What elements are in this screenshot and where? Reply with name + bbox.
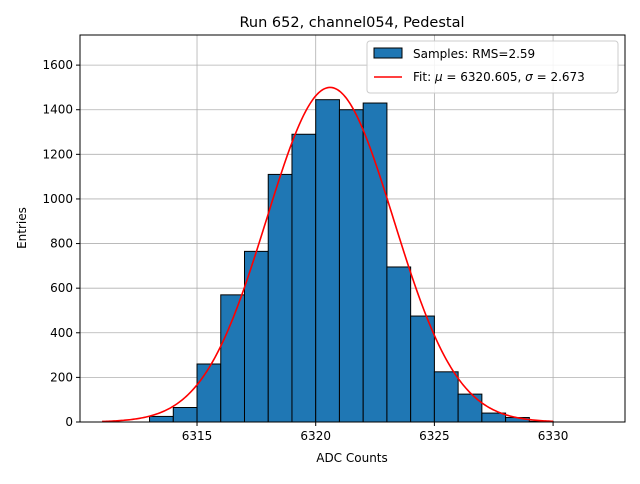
legend-swatch-samples: [373, 47, 403, 59]
y-tick-label: 1400: [42, 103, 73, 117]
histogram-bar: [172, 407, 198, 423]
chart-title: Run 652, channel054, Pedestal: [239, 15, 464, 31]
x-axis-ticks: 6315 6320 6325 6330: [182, 422, 569, 443]
y-tick-label: 200: [50, 370, 73, 384]
y-axis-ticks: 0 200 400 600 800 1000 1200 1400 1600: [42, 58, 80, 429]
histogram-bar: [433, 371, 459, 423]
y-tick-label: 400: [50, 326, 73, 340]
histogram-bar: [386, 266, 412, 423]
y-tick-label: 0: [65, 415, 73, 429]
legend: Samples: RMS=2.59 Fit: μ = 6320.605, σ =…: [366, 40, 619, 94]
y-axis-label: Entries: [15, 207, 29, 249]
histogram-bar: [410, 315, 435, 423]
x-tick-label: 6320: [300, 429, 331, 443]
histogram-bar: [315, 99, 340, 423]
x-axis-label: ADC Counts: [316, 451, 388, 465]
histogram-bar: [481, 412, 507, 423]
histogram-bar: [457, 393, 483, 423]
x-tick-label: 6315: [182, 429, 213, 443]
plot-frame: [79, 34, 626, 423]
legend-label-samples: Samples: RMS=2.59: [413, 47, 535, 61]
fit-curve: [102, 86, 554, 423]
histogram-bar: [362, 102, 388, 423]
histogram-bar: [196, 363, 222, 423]
legend-box: [366, 40, 619, 94]
y-tick-label: 1000: [42, 192, 73, 206]
histogram-bar: [267, 173, 293, 423]
histogram-bars: [149, 99, 554, 423]
x-tick-label: 6325: [419, 429, 450, 443]
histogram-bar: [220, 294, 245, 423]
y-tick-label: 600: [50, 281, 73, 295]
x-tick-label: 6330: [538, 429, 569, 443]
histogram-bar: [338, 109, 364, 423]
y-tick-label: 1600: [42, 58, 73, 72]
histogram-bar: [291, 133, 317, 423]
legend-label-fit: Fit: μ = 6320.605, σ = 2.673: [413, 70, 585, 84]
y-tick-label: 800: [50, 237, 73, 251]
histogram-bar: [149, 415, 174, 423]
y-tick-label: 1200: [42, 147, 73, 161]
